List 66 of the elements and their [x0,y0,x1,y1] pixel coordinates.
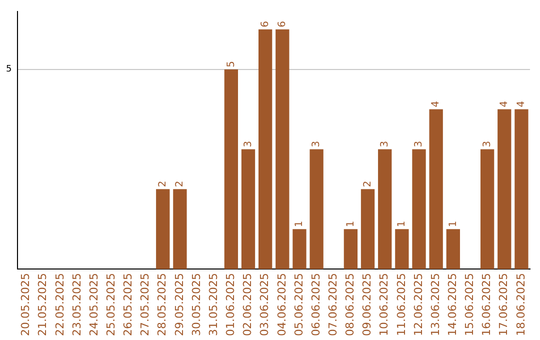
bar [173,189,187,270]
x-tick-label: 25.05.2025 [104,273,118,336]
x-tick-label: 21.05.2025 [36,273,50,336]
data-label: 1 [294,220,306,228]
x-tick-label: 16.06.2025 [480,273,494,336]
bar [378,149,392,270]
x-tick-label: 24.05.2025 [87,273,100,336]
x-tick-label: 28.05.2025 [156,273,169,336]
data-label: 4 [430,100,442,108]
data-label: 3 [414,140,425,148]
x-tick-label: 13.06.2025 [428,273,442,336]
bar [412,149,426,270]
bar [276,29,290,270]
data-label: 3 [242,140,254,148]
x-tick-label: 22.05.2025 [53,273,66,336]
x-tick-label: 15.06.2025 [463,273,476,336]
bar [514,109,528,270]
bar [310,149,324,270]
bar [360,189,375,270]
x-tick-label: 30.05.2025 [190,273,203,336]
data-label: 5 [226,60,237,68]
data-label: 2 [157,180,168,188]
x-tick-label: 27.05.2025 [138,273,152,336]
x-tick-label: 26.05.2025 [122,273,135,336]
x-tick-label: 17.06.2025 [497,273,510,336]
x-tick-label: 05.06.2025 [292,273,306,336]
bar [498,109,512,270]
x-tick-label: 11.06.2025 [394,273,408,336]
data-label: 1 [448,220,459,228]
x-tick-label: 18.06.2025 [514,273,528,336]
x-tick-label: 10.06.2025 [378,273,391,336]
x-tick-label: 02.06.2025 [241,273,254,336]
x-tick-label: 23.05.2025 [70,273,84,336]
x-tick-label: 14.06.2025 [446,273,460,336]
data-label: 1 [396,220,408,228]
data-label: 2 [174,180,186,188]
x-tick-label: 20.05.2025 [19,273,32,336]
x-tick-label: 09.06.2025 [360,273,374,336]
data-label: 3 [482,140,493,148]
x-tick-label: 03.06.2025 [258,273,272,336]
bar [258,29,272,270]
data-label: 3 [311,140,322,148]
bar [446,229,460,270]
data-label: 4 [516,100,528,108]
x-tick-label: 04.06.2025 [275,273,288,336]
data-label: 4 [498,100,510,108]
data-label: 2 [362,180,374,188]
bar [429,109,443,270]
bar [241,149,256,270]
x-tick-label: 31.05.2025 [206,273,220,336]
bar [395,229,409,270]
data-label: 3 [379,140,390,148]
x-tick-label: 29.05.2025 [172,273,186,336]
bar [224,69,238,270]
x-tick-label: 01.06.2025 [224,273,238,336]
x-tick-label: 06.06.2025 [309,273,322,336]
bar [480,149,494,270]
bar [344,229,358,270]
x-tick-label: 12.06.2025 [412,273,425,336]
bar [156,189,170,270]
data-label: 1 [345,220,356,228]
data-label: 6 [276,21,288,28]
x-tick-label: 07.06.2025 [326,273,340,336]
x-tick-label: 08.06.2025 [344,273,357,336]
bar [292,229,306,270]
data-label: 6 [260,21,271,28]
